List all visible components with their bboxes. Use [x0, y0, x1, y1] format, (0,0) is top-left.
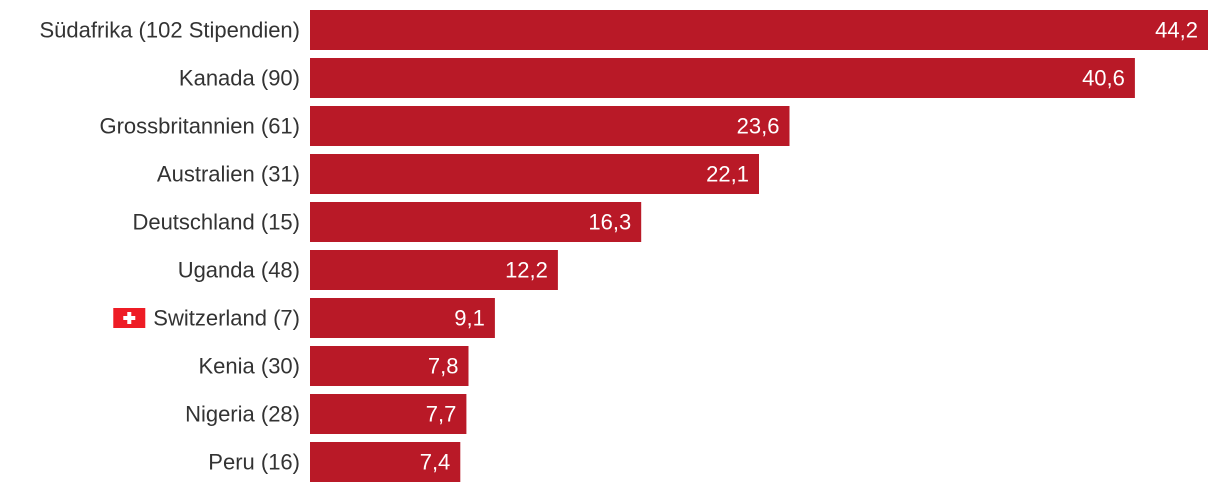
category-label-6: Switzerland (7) — [153, 306, 300, 331]
category-label-1: Kanada (90) — [179, 66, 300, 91]
bar-7 — [310, 346, 469, 386]
value-label-3: 22,1 — [706, 162, 749, 187]
swiss-flag-icon — [113, 308, 146, 328]
value-label-0: 44,2 — [1155, 18, 1198, 43]
category-label-3: Australien (31) — [157, 162, 300, 187]
category-label-7: Kenia (30) — [198, 354, 300, 379]
category-label-9: Peru (16) — [208, 450, 300, 475]
bar-3 — [310, 154, 759, 194]
bars-layer — [310, 10, 1208, 482]
value-label-7: 7,8 — [428, 354, 459, 379]
category-label-2: Grossbritannien (61) — [99, 114, 300, 139]
bar-0 — [310, 10, 1208, 50]
value-label-4: 16,3 — [588, 210, 631, 235]
value-label-2: 23,6 — [737, 114, 780, 139]
bar-9 — [310, 442, 461, 482]
value-label-1: 40,6 — [1082, 66, 1125, 91]
bar-1 — [310, 58, 1135, 98]
value-label-6: 9,1 — [454, 306, 485, 331]
bar-4 — [310, 202, 642, 242]
value-label-5: 12,2 — [505, 258, 548, 283]
value-label-8: 7,7 — [426, 402, 457, 427]
category-labels: Südafrika (102 Stipendien) Kanada (90) Gro… — [40, 18, 301, 475]
bar-6 — [310, 298, 495, 338]
bar-5 — [310, 250, 558, 290]
value-label-9: 7,4 — [420, 450, 451, 475]
category-label-0: Südafrika (102 Stipendien) — [40, 18, 301, 43]
value-labels: 44,2 40,6 23,6 22,1 16,3 12,2 9,1 7,8 7,7 7,4 — [420, 18, 1198, 475]
category-label-8: Nigeria (28) — [185, 402, 300, 427]
category-label-4: Deutschland (15) — [132, 210, 300, 235]
bar-2 — [310, 106, 790, 146]
category-label-5: Uganda (48) — [178, 258, 300, 283]
bar-8 — [310, 394, 467, 434]
